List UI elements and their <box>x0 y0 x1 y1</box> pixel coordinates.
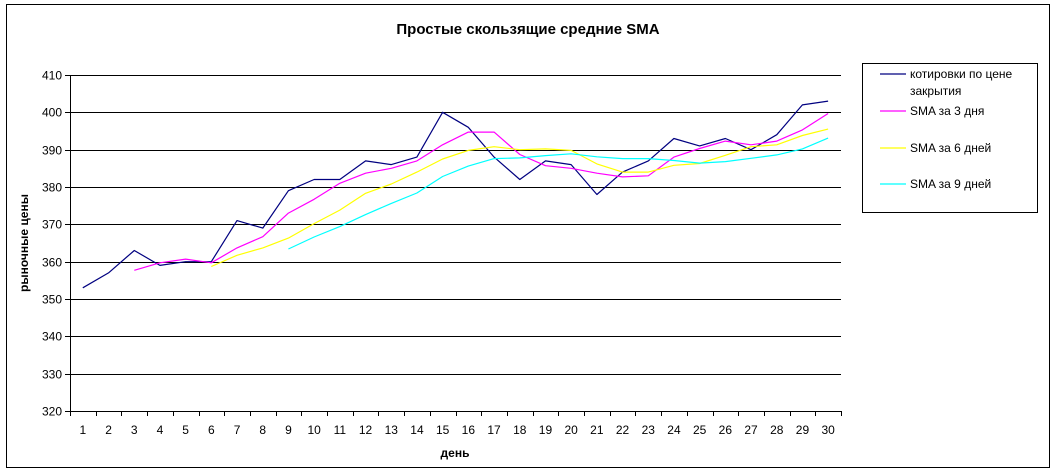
y-tick-label: 400 <box>42 106 62 120</box>
x-tick-label: 20 <box>564 423 578 437</box>
y-tick-label: 360 <box>42 256 62 270</box>
x-tick-label: 23 <box>642 423 656 437</box>
x-tick-label: 29 <box>796 423 810 437</box>
y-tick-label: 350 <box>42 293 62 307</box>
legend-entry-2: SMA за 3 дня <box>880 104 984 118</box>
x-tick-label: 28 <box>770 423 784 437</box>
legend-box <box>862 63 1038 213</box>
x-tick-label: 7 <box>234 423 241 437</box>
legend-label: котировки по цене <box>910 67 1013 81</box>
y-tick-label: 380 <box>42 181 62 195</box>
x-tick-label: 11 <box>334 423 347 437</box>
series-line-4 <box>288 137 829 250</box>
x-tick-label: 17 <box>487 423 501 437</box>
y-tick-label: 330 <box>42 368 62 382</box>
x-tick-label: 5 <box>182 423 189 437</box>
gridlines <box>70 75 841 375</box>
x-axis-title: день <box>441 446 470 460</box>
series-lines <box>82 100 829 289</box>
x-tick-label: 25 <box>693 423 707 437</box>
series-line-3 <box>211 128 829 268</box>
x-tick-label: 22 <box>616 423 630 437</box>
series-line-2 <box>134 112 829 271</box>
y-tick-label: 370 <box>42 218 62 232</box>
x-tick-label: 16 <box>462 423 476 437</box>
legend-entry-3: SMA за 6 дней <box>880 141 991 155</box>
x-tick-label: 18 <box>513 423 527 437</box>
legend: котировки по цене закрытия SMA за 3 дня SMA… <box>862 63 1038 213</box>
x-tick-label: 30 <box>821 423 835 437</box>
x-tick-label: 6 <box>208 423 215 437</box>
x-tick-label: 15 <box>436 423 450 437</box>
y-tick-label: 390 <box>42 144 62 158</box>
legend-entry-1: котировки по цене закрытия <box>880 67 1013 98</box>
legend-label: SMA за 6 дней <box>910 141 991 155</box>
axes <box>65 75 842 416</box>
x-tick-label: 4 <box>157 423 164 437</box>
legend-label: SMA за 9 дней <box>910 177 991 191</box>
y-axis-title: рыночные цены <box>17 194 31 292</box>
x-tick-label: 9 <box>285 423 292 437</box>
y-tick-label: 340 <box>42 330 62 344</box>
chart-title: Простые скользящие средние SMA <box>396 21 659 38</box>
legend-label: закрытия <box>910 84 961 98</box>
x-tick-label: 26 <box>719 423 733 437</box>
x-tick-label: 21 <box>590 423 604 437</box>
legend-entries: котировки по цене закрытия SMA за 3 дня SMA… <box>880 67 1013 191</box>
legend-entry-4: SMA за 9 дней <box>880 177 991 191</box>
y-tick-labels: 320 330 340 350 360 370 380 390 400 410 <box>42 69 62 419</box>
y-tick-label: 410 <box>42 69 62 83</box>
x-tick-label: 24 <box>667 423 681 437</box>
x-tick-label: 10 <box>307 423 321 437</box>
x-tick-label: 8 <box>259 423 266 437</box>
x-tick-label: 13 <box>385 423 399 437</box>
x-tick-label: 12 <box>359 423 373 437</box>
x-tick-label: 1 <box>80 423 87 437</box>
x-tick-label: 19 <box>539 423 553 437</box>
x-tick-labels: 1 2 3 4 5 6 7 8 9 10 11 12 13 14 15 16 17 18 19 20 21 22 23 24 2… <box>80 423 836 437</box>
y-tick-label: 320 <box>42 405 62 419</box>
x-tick-label: 14 <box>410 423 424 437</box>
x-tick-label: 3 <box>131 423 138 437</box>
x-tick-label: 27 <box>744 423 758 437</box>
legend-label: SMA за 3 дня <box>910 104 984 118</box>
x-tick-label: 2 <box>105 423 112 437</box>
